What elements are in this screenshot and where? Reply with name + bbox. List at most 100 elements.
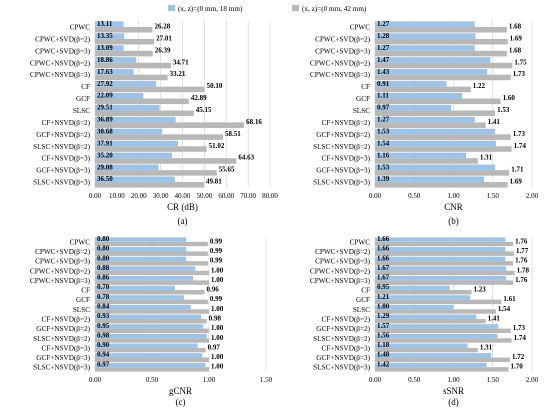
data-label-series2: 1.74	[514, 334, 527, 342]
x-tick-label: 10.00	[109, 192, 125, 200]
bar-series1	[375, 237, 506, 242]
data-label-series2: 1.31	[480, 343, 493, 351]
bar-series1	[95, 128, 163, 135]
panel-label: (d)	[448, 397, 459, 407]
data-label-series1: 0.70	[97, 283, 110, 291]
category-label: CPWC+NSVD(β=3)	[30, 277, 91, 285]
data-label-series2: 51.02	[209, 142, 225, 150]
data-label-series1: 1.56	[377, 331, 390, 339]
bar-series2	[95, 74, 168, 81]
data-label-series1: 1.67	[377, 274, 390, 282]
panel-label: (c)	[176, 397, 186, 407]
bar-series2	[95, 299, 208, 305]
x-tick-label: 0.00	[89, 376, 102, 384]
legend-swatch	[292, 5, 299, 11]
data-label-series2: 1.31	[480, 154, 493, 162]
data-label-series1: 1.42	[377, 360, 390, 368]
data-label-series2: 1.77	[516, 247, 529, 255]
data-label-series1: 13.09	[97, 44, 113, 52]
data-label-series2: 1.73	[513, 130, 526, 138]
bar-series1	[95, 314, 202, 319]
x-tick-label: 0.50	[408, 192, 421, 200]
data-label-series1: 1.00	[377, 303, 390, 311]
x-axis-label: sSNR	[443, 386, 464, 396]
data-label-series1: 0.94	[97, 351, 110, 359]
category-label: GCF+NSVD(β=2)	[36, 325, 90, 333]
bar-series2	[375, 290, 472, 295]
bar-series1	[95, 92, 144, 99]
category-label: CPWC+NSVD(β=2)	[30, 267, 91, 275]
category-label: CF+NSVD(β=2)	[321, 119, 370, 127]
bar-series1	[375, 304, 454, 310]
x-tick-label: 0.00	[369, 192, 382, 200]
data-label-series1: 0.97	[97, 360, 110, 368]
data-label-series2: 1.73	[513, 324, 526, 332]
bar-series2	[375, 309, 496, 314]
chart-panel: 0.00 0.50 1.00 1.50 2.00 CNR (b) CPWC 1.27 1.68 CP…	[310, 20, 539, 226]
data-label-series1: 1.67	[377, 264, 390, 272]
bar-series1	[375, 176, 485, 183]
data-label-series2: 45.15	[196, 106, 212, 114]
data-label-series2: 0.96	[206, 286, 219, 294]
category-label: GCF	[76, 95, 90, 103]
bar-series1	[375, 324, 499, 329]
data-label-series1: 1.29	[377, 312, 390, 320]
bar-series2	[95, 50, 153, 57]
bar-series2	[95, 122, 245, 128]
data-label-series2: 1.72	[512, 353, 525, 361]
bar-series2	[95, 251, 208, 256]
data-label-series2: 1.00	[211, 363, 224, 371]
data-label-series1: 0.78	[97, 293, 110, 301]
bar-series2	[95, 241, 208, 247]
bar-series2	[375, 146, 512, 152]
data-label-series1: 29.08	[97, 163, 113, 171]
data-label-series2: 0.99	[210, 295, 223, 303]
category-label: CPWC+NSVD(β=2)	[30, 59, 91, 67]
bar-series2	[375, 357, 511, 362]
category-label: GCF+NSVD(β=2)	[36, 131, 90, 139]
bar-series2	[375, 347, 478, 353]
data-label-series2: 33.21	[170, 70, 186, 78]
data-label-series1: 0.93	[97, 312, 110, 320]
bar-series1	[95, 57, 137, 63]
bar-series1	[375, 275, 507, 281]
category-label: CPWC+SVD(β=2)	[315, 35, 370, 43]
x-tick-label: 0.00	[369, 376, 382, 384]
bar-series2	[95, 170, 217, 176]
chart-panel: 0.00 0.50 1.00 1.50 2.00 sSNR(d) CPWC 1.66 1.76 C…	[310, 235, 539, 407]
category-label: CF+NSVD(β=3)	[321, 344, 370, 352]
data-label-series2: 55.65	[219, 166, 235, 174]
category-label: GCF+NSVD(β=3)	[316, 354, 370, 362]
x-tick-label: 1.00	[203, 376, 216, 384]
data-label-series2: 1.76	[515, 237, 528, 245]
category-label: CPWC+NSVD(β=3)	[310, 71, 371, 79]
bar-series2	[375, 62, 513, 69]
data-label-series2: 27.01	[156, 34, 172, 42]
data-label-series1: 18.86	[97, 56, 113, 64]
bar-series2	[375, 170, 510, 176]
category-label: SLSC+NSVD(β=2)	[313, 335, 370, 343]
bar-series1	[95, 333, 207, 339]
bar-series1	[95, 295, 184, 300]
category-label: SLSC+NSVD(β=3)	[33, 179, 90, 187]
category-label: CPWC+SVD(β=3)	[315, 47, 370, 55]
data-label-series2: 50.10	[207, 82, 223, 90]
data-label-series1: 0.80	[97, 235, 110, 243]
bar-series2	[95, 290, 205, 295]
bar-series1	[375, 343, 468, 348]
legend-swatch	[168, 5, 175, 11]
x-tick-label: 70.00	[240, 192, 256, 200]
x-tick-label: 30.00	[153, 192, 169, 200]
bar-series2	[95, 134, 223, 140]
data-label-series2: 1.68	[509, 46, 522, 54]
x-tick-label: 1.50	[260, 376, 273, 384]
bar-series1	[95, 176, 175, 183]
category-label: CF+NSVD(β=2)	[41, 119, 90, 127]
data-label-series2: 1.22	[473, 82, 486, 90]
x-axis-label: gCNR	[169, 386, 192, 396]
data-label-series1: 22.09	[97, 92, 113, 100]
data-label-series1: 1.27	[377, 44, 390, 52]
data-label-series2: 0.98	[209, 314, 222, 322]
x-axis-label: CNR	[444, 202, 463, 212]
